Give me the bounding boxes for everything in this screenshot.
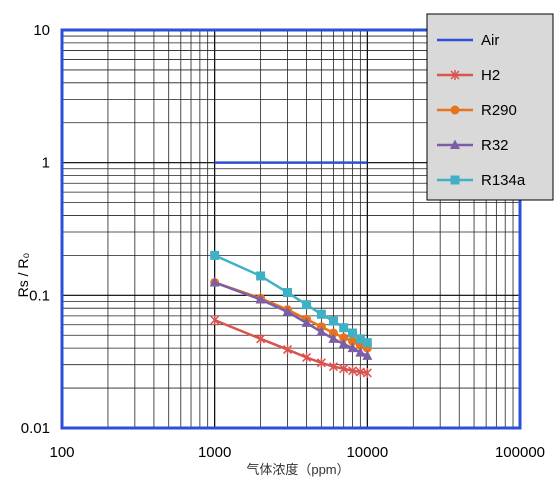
data-point xyxy=(338,338,349,348)
data-point xyxy=(210,315,220,326)
data-point xyxy=(302,352,312,363)
data-point xyxy=(255,294,266,304)
series-r134a xyxy=(210,250,372,348)
legend-item: R32 xyxy=(437,137,509,154)
legend-item: R290 xyxy=(437,102,517,119)
y-tick-labels: 10 1 0.1 0.01 xyxy=(21,22,50,437)
x-tick-label: 1000 xyxy=(198,444,231,461)
data-point xyxy=(328,361,338,372)
data-point xyxy=(282,344,293,355)
legend-item: H2 xyxy=(437,67,500,84)
data-point xyxy=(316,357,326,368)
y-tick-label: 1 xyxy=(42,155,50,172)
data-point xyxy=(316,326,327,336)
legend: Air H2 R290 R32 R134a xyxy=(426,13,554,201)
data-point xyxy=(450,105,460,115)
data-point xyxy=(450,175,460,185)
x-tick-label: 10000 xyxy=(346,444,388,461)
legend-label: R290 xyxy=(481,102,517,119)
x-axis-label: 气体浓度（ppm） xyxy=(246,462,349,477)
plot-frame xyxy=(60,28,522,430)
legend-item: Air xyxy=(437,32,499,49)
legend-label: R32 xyxy=(481,137,509,154)
data-point xyxy=(256,271,266,281)
legend-label: H2 xyxy=(481,67,500,84)
x-tick-labels: 100 1000 10000 100000 xyxy=(49,444,545,461)
data-point xyxy=(355,366,365,377)
data-point xyxy=(283,288,293,298)
data-point xyxy=(328,316,338,326)
data-point xyxy=(282,306,293,316)
legend-label: R134a xyxy=(481,172,526,189)
data-point xyxy=(339,333,349,343)
data-point xyxy=(339,323,349,333)
y-tick-label: 0.01 xyxy=(21,420,50,437)
data-point xyxy=(355,334,365,344)
x-tick-label: 100 xyxy=(49,444,74,461)
data-point xyxy=(210,250,220,260)
data-point xyxy=(256,333,266,344)
data-point xyxy=(328,328,338,338)
series-line xyxy=(214,318,368,375)
data-point xyxy=(302,300,312,310)
data-point xyxy=(355,347,366,357)
legend-box xyxy=(426,13,554,201)
legend-item: R134a xyxy=(437,172,526,189)
data-point xyxy=(362,350,373,360)
data-point xyxy=(347,342,358,353)
y-axis-label: Rs / R₀ xyxy=(15,252,31,297)
data-point xyxy=(339,363,349,374)
data-point xyxy=(348,328,358,338)
x-tick-label: 100000 xyxy=(495,444,545,461)
y-tick-label: 0.1 xyxy=(29,287,50,304)
legend-label: Air xyxy=(481,32,499,49)
series-h2 xyxy=(210,315,372,378)
series-layer xyxy=(209,161,373,378)
data-point xyxy=(316,309,326,319)
data-point xyxy=(301,317,312,327)
series-r32 xyxy=(209,276,373,360)
data-point xyxy=(328,333,339,343)
data-point xyxy=(450,139,460,149)
data-point xyxy=(362,367,372,378)
data-point xyxy=(348,336,358,346)
y-tick-label: 10 xyxy=(33,22,50,39)
data-point xyxy=(362,338,372,348)
data-point xyxy=(450,70,460,80)
data-point xyxy=(209,276,220,287)
data-point xyxy=(348,365,358,376)
